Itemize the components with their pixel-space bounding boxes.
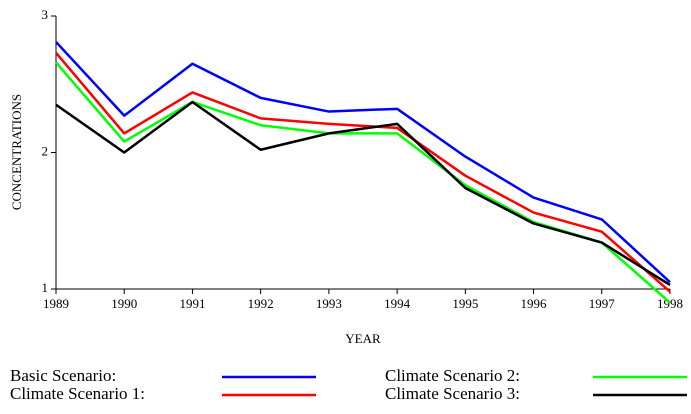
y-tick-label: 1 bbox=[42, 280, 49, 295]
x-tick-label: 1995 bbox=[452, 296, 478, 311]
y-tick-label: 2 bbox=[42, 143, 49, 158]
x-tick-label: 1998 bbox=[657, 296, 683, 311]
series-line bbox=[55, 52, 671, 293]
x-tick-label: 1994 bbox=[384, 296, 411, 311]
x-tick-label: 1991 bbox=[179, 296, 205, 311]
x-tick-label: 1993 bbox=[316, 296, 342, 311]
legend-label: Climate Scenario 1: bbox=[10, 384, 145, 403]
x-tick-label: 1997 bbox=[589, 296, 616, 311]
legend-label: Climate Scenario 2: bbox=[385, 366, 520, 385]
x-tick-label: 1992 bbox=[248, 296, 274, 311]
x-tick-label: 1990 bbox=[111, 296, 137, 311]
x-axis-label: YEAR bbox=[345, 331, 381, 346]
y-axis-label: CONCENTRATIONS bbox=[9, 94, 24, 210]
legend-label: Basic Scenario: bbox=[10, 366, 116, 385]
x-tick-label: 1996 bbox=[521, 296, 548, 311]
series-line bbox=[55, 100, 671, 286]
series-line bbox=[55, 41, 671, 284]
x-tick-label: 1989 bbox=[43, 296, 69, 311]
legend-label: Climate Scenario 3: bbox=[385, 384, 520, 403]
y-tick-label: 3 bbox=[42, 7, 49, 22]
